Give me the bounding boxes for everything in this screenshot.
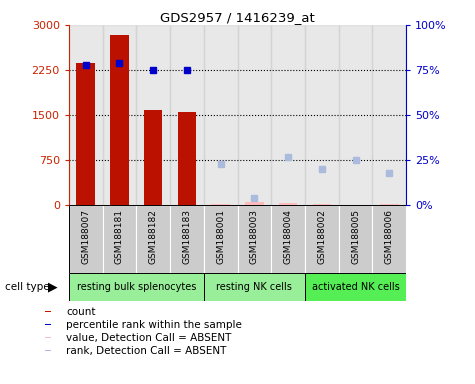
Bar bbox=[204, 25, 238, 205]
Text: GSM188001: GSM188001 bbox=[216, 209, 225, 264]
Text: GSM188182: GSM188182 bbox=[149, 209, 158, 264]
Text: cell type: cell type bbox=[5, 282, 49, 292]
Bar bbox=[136, 25, 170, 205]
Bar bbox=[69, 205, 103, 273]
Bar bbox=[372, 205, 406, 273]
Bar bbox=[170, 205, 204, 273]
Text: GSM188003: GSM188003 bbox=[250, 209, 259, 264]
Text: count: count bbox=[66, 307, 96, 317]
Text: ▶: ▶ bbox=[48, 281, 57, 293]
Text: GSM188005: GSM188005 bbox=[351, 209, 360, 264]
Bar bbox=[204, 273, 305, 301]
Bar bbox=[339, 205, 372, 273]
Bar bbox=[305, 205, 339, 273]
Bar bbox=[178, 112, 196, 205]
Bar bbox=[103, 205, 136, 273]
Bar bbox=[245, 202, 264, 205]
Bar bbox=[45, 311, 51, 312]
Bar bbox=[45, 350, 51, 351]
Bar bbox=[45, 337, 51, 338]
Bar bbox=[170, 25, 204, 205]
Bar bbox=[279, 203, 297, 205]
Text: GSM188181: GSM188181 bbox=[115, 209, 124, 264]
Bar bbox=[305, 25, 339, 205]
Bar bbox=[211, 204, 230, 205]
Bar bbox=[136, 205, 170, 273]
Bar bbox=[313, 204, 331, 205]
Text: GSM188004: GSM188004 bbox=[284, 209, 293, 264]
Bar bbox=[76, 63, 95, 205]
Bar bbox=[339, 25, 372, 205]
Bar bbox=[144, 110, 162, 205]
Bar bbox=[69, 25, 103, 205]
Bar bbox=[45, 324, 51, 325]
Text: GSM188006: GSM188006 bbox=[385, 209, 394, 264]
Text: activated NK cells: activated NK cells bbox=[312, 282, 399, 292]
Bar bbox=[305, 273, 406, 301]
Text: GSM188183: GSM188183 bbox=[182, 209, 191, 264]
Text: GSM188007: GSM188007 bbox=[81, 209, 90, 264]
Text: GSM188002: GSM188002 bbox=[317, 209, 326, 264]
Bar bbox=[238, 205, 271, 273]
Bar bbox=[238, 25, 271, 205]
Text: percentile rank within the sample: percentile rank within the sample bbox=[66, 320, 242, 330]
Bar bbox=[380, 204, 399, 205]
Bar bbox=[271, 25, 305, 205]
Text: resting NK cells: resting NK cells bbox=[217, 282, 292, 292]
Bar bbox=[69, 273, 204, 301]
Bar bbox=[372, 25, 406, 205]
Bar bbox=[204, 205, 238, 273]
Bar bbox=[103, 25, 136, 205]
Text: rank, Detection Call = ABSENT: rank, Detection Call = ABSENT bbox=[66, 346, 227, 356]
Bar bbox=[271, 205, 305, 273]
Title: GDS2957 / 1416239_at: GDS2957 / 1416239_at bbox=[160, 11, 315, 24]
Text: value, Detection Call = ABSENT: value, Detection Call = ABSENT bbox=[66, 333, 232, 343]
Text: resting bulk splenocytes: resting bulk splenocytes bbox=[76, 282, 196, 292]
Bar bbox=[110, 35, 129, 205]
